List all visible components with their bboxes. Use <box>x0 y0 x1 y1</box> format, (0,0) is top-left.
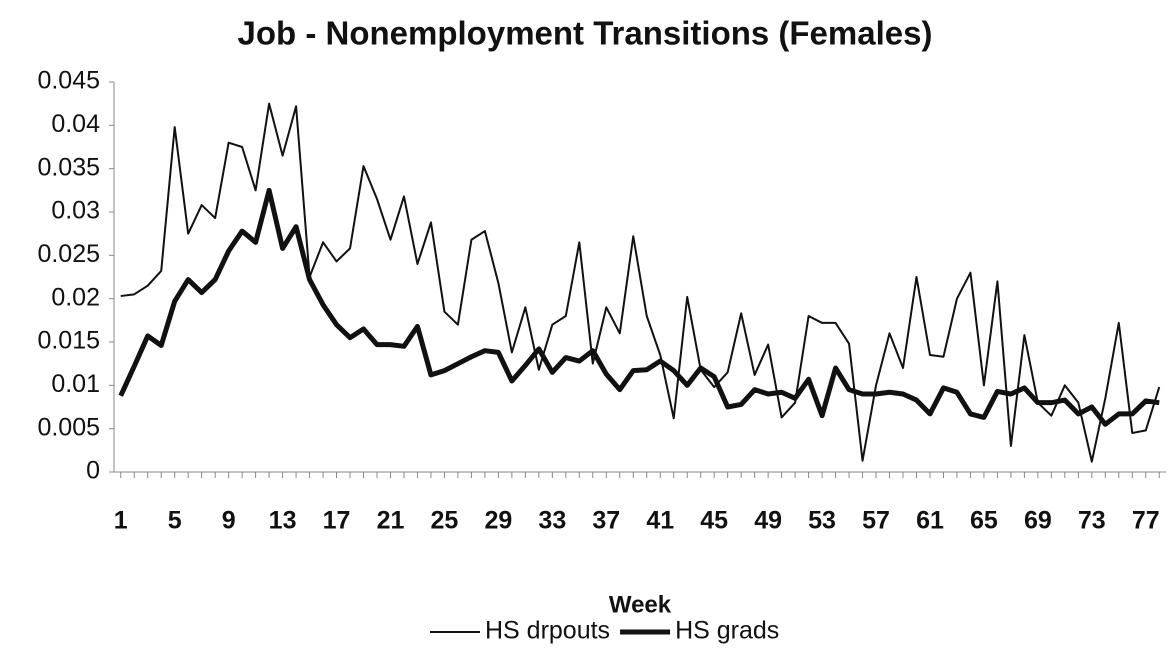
x-tick-label: 41 <box>646 507 674 535</box>
series-line <box>120 102 1161 463</box>
x-tick-label: 25 <box>431 507 459 535</box>
y-tick-label: 0.035 <box>37 153 100 181</box>
y-tick-label: 0.025 <box>37 240 100 268</box>
y-tick-label: 0.03 <box>51 197 100 225</box>
x-tick-label: 65 <box>970 507 998 535</box>
x-tick-label: 53 <box>808 507 836 535</box>
legend-label: HS grads <box>675 617 779 645</box>
y-tick-label: 0.01 <box>51 370 100 398</box>
x-tick-label: 37 <box>592 507 620 535</box>
x-tick-label: 13 <box>269 507 297 535</box>
x-tick-label: 49 <box>754 507 782 535</box>
x-tick-label: 1 <box>114 507 128 535</box>
x-tick-label: 9 <box>222 507 236 535</box>
x-tick-label: 73 <box>1078 507 1106 535</box>
x-tick-label: 69 <box>1024 507 1052 535</box>
x-tick-label: 5 <box>168 507 182 535</box>
x-tick-label: 77 <box>1132 507 1160 535</box>
legend-label: HS drpouts <box>485 617 610 645</box>
chart-title: Job - Nonemployment Transitions (Females… <box>238 15 933 52</box>
y-tick-label: 0.02 <box>51 283 100 311</box>
series-line <box>118 187 1160 427</box>
x-tick-label: 61 <box>916 507 944 535</box>
x-tick-label: 29 <box>484 507 512 535</box>
x-tick-label: 17 <box>323 507 351 535</box>
x-tick-label: 57 <box>862 507 890 535</box>
y-tick-label: 0.045 <box>37 67 100 95</box>
y-tick-label: 0 <box>86 457 100 485</box>
y-tick-label: 0.015 <box>37 327 100 355</box>
x-tick-label: 45 <box>700 507 728 535</box>
y-tick-label: 0.04 <box>51 110 100 138</box>
x-axis-title: Week <box>609 591 672 618</box>
y-tick-label: 0.005 <box>37 413 100 441</box>
x-tick-label: 21 <box>377 507 405 535</box>
x-tick-label: 33 <box>538 507 566 535</box>
